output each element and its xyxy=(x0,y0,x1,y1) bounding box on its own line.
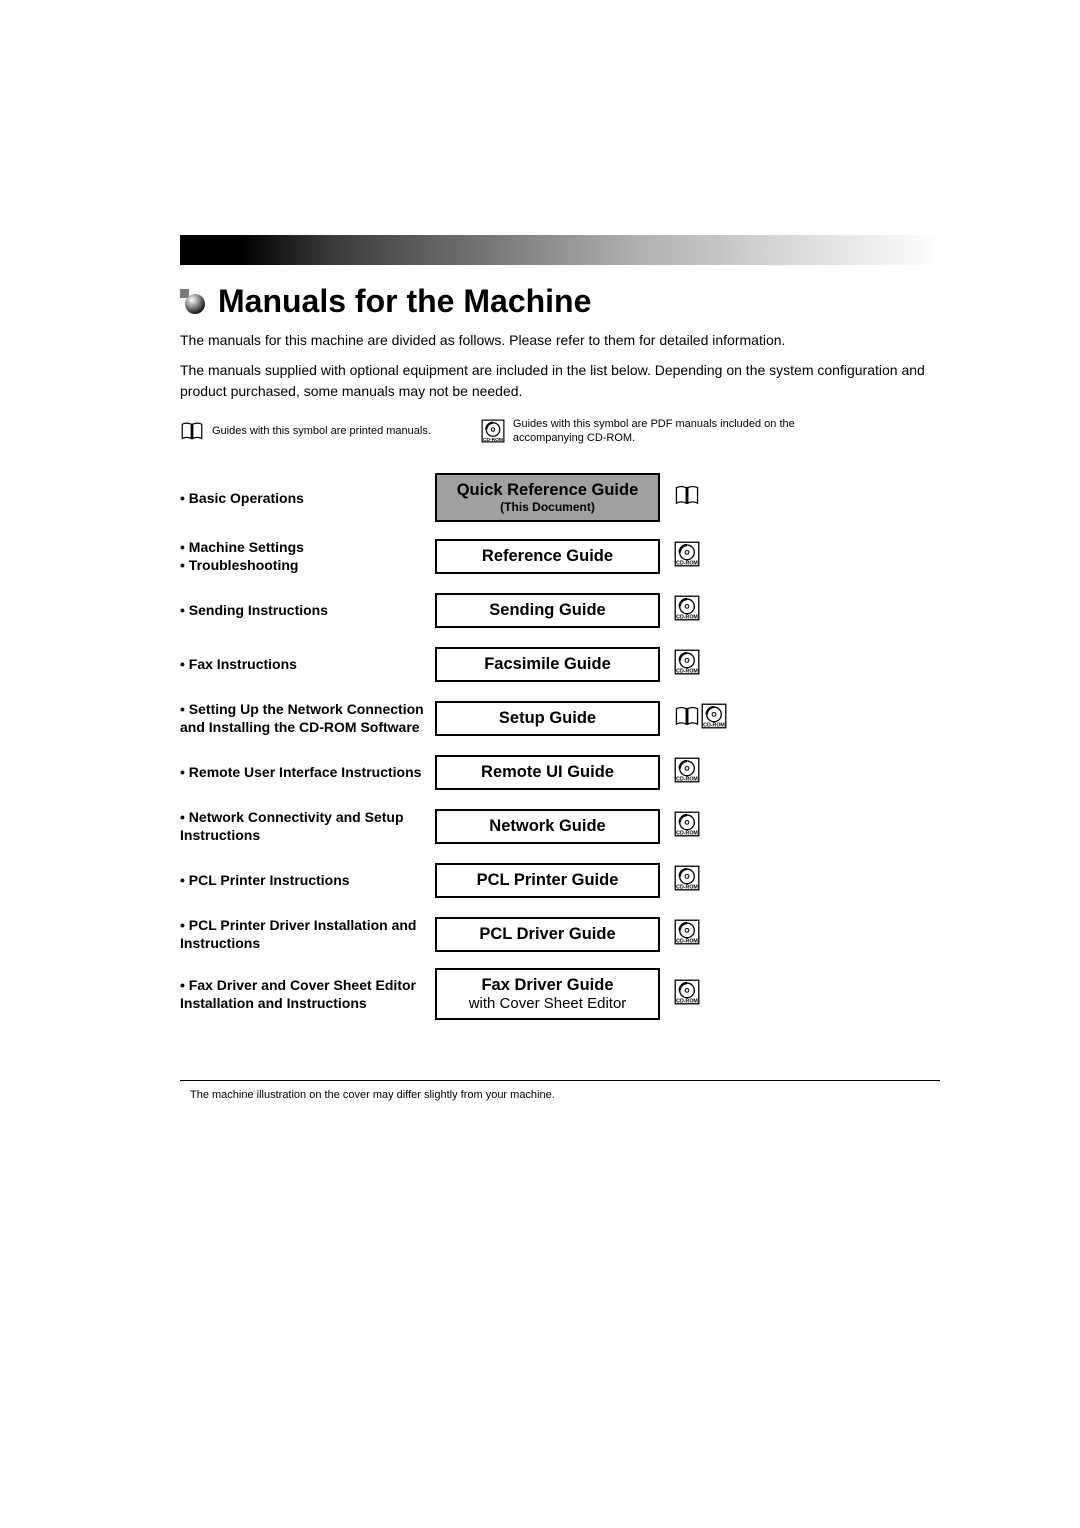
cdrom-icon: CD-ROM xyxy=(674,865,700,896)
guide-icons: CD-ROM xyxy=(674,811,700,842)
manual-row-desc: Fax Instructions xyxy=(180,655,435,674)
legend-row: Guides with this symbol are printed manu… xyxy=(180,417,940,446)
cdrom-icon: CD-ROM xyxy=(674,649,700,680)
guide-icons: CD-ROM xyxy=(674,541,700,572)
svg-text:CD-ROM: CD-ROM xyxy=(676,561,698,567)
manual-desc-line: Setting Up the Network Connection and In… xyxy=(180,700,427,738)
guide-title: Sending Guide xyxy=(443,601,652,620)
cdrom-icon: CD-ROM xyxy=(674,541,700,572)
manual-desc-line: Sending Instructions xyxy=(180,601,427,620)
guide-icons: CD-ROM xyxy=(674,595,700,626)
manual-row: PCL Printer Driver Installation and Inst… xyxy=(180,914,940,954)
manual-row-desc: Setting Up the Network Connection and In… xyxy=(180,700,435,738)
intro-paragraph-2: The manuals supplied with optional equip… xyxy=(180,360,940,401)
manual-desc-line: Basic Operations xyxy=(180,489,427,508)
guide-icons: CD-ROM xyxy=(674,649,700,680)
guide-box: Quick Reference Guide(This Document) xyxy=(435,473,660,522)
sphere-bullet-icon xyxy=(180,289,206,315)
guide-box: PCL Driver Guide xyxy=(435,917,660,952)
guide-title: Setup Guide xyxy=(443,709,652,728)
guide-title: Remote UI Guide xyxy=(443,763,652,782)
guide-subtitle: (This Document) xyxy=(443,500,652,514)
manual-row-desc: Sending Instructions xyxy=(180,601,435,620)
manual-row-desc: PCL Printer Driver Installation and Inst… xyxy=(180,916,435,954)
cdrom-icon: CD-ROM xyxy=(674,979,700,1010)
manual-desc-line: Remote User Interface Instructions xyxy=(180,763,427,782)
guide-box: Network Guide xyxy=(435,809,660,844)
guide-title: Fax Driver Guide xyxy=(443,976,652,995)
guide-title: PCL Printer Guide xyxy=(443,871,652,890)
guide-icons: CD-ROM xyxy=(674,979,700,1010)
guide-box: Fax Driver Guidewith Cover Sheet Editor xyxy=(435,968,660,1020)
guide-box: Remote UI Guide xyxy=(435,755,660,790)
guide-icons: CD-ROM xyxy=(674,703,727,734)
guide-box: Setup Guide xyxy=(435,701,660,736)
manual-desc-line: PCL Printer Driver Installation and Inst… xyxy=(180,916,427,954)
cdrom-icon: CD-ROM xyxy=(674,595,700,626)
book-icon xyxy=(180,419,204,443)
manual-desc-line: Troubleshooting xyxy=(180,556,427,575)
guide-title: Quick Reference Guide xyxy=(443,481,652,500)
manual-row-desc: Machine SettingsTroubleshooting xyxy=(180,538,435,576)
svg-text:CD-ROM: CD-ROM xyxy=(676,831,698,837)
manual-list: Basic Operations Quick Reference Guide(Th… xyxy=(180,473,940,1020)
legend-cd-text: Guides with this symbol are PDF manuals … xyxy=(513,417,813,446)
svg-text:CD-ROM: CD-ROM xyxy=(676,669,698,675)
guide-title: PCL Driver Guide xyxy=(443,925,652,944)
book-icon xyxy=(674,482,700,513)
manual-desc-line: Network Connectivity and Setup Instructi… xyxy=(180,808,427,846)
guide-box: Facsimile Guide xyxy=(435,647,660,682)
intro-paragraph-1: The manuals for this machine are divided… xyxy=(180,330,940,350)
manual-row: Network Connectivity and Setup Instructi… xyxy=(180,806,940,846)
guide-icons: CD-ROM xyxy=(674,919,700,950)
guide-icons xyxy=(674,482,700,513)
cdrom-icon: CD-ROM xyxy=(674,919,700,950)
header-gradient-bar xyxy=(180,235,940,265)
legend-book-text: Guides with this symbol are printed manu… xyxy=(212,424,431,438)
svg-text:CD-ROM: CD-ROM xyxy=(483,437,503,443)
manual-desc-line: Fax Instructions xyxy=(180,655,427,674)
guide-subtitle: with Cover Sheet Editor xyxy=(443,995,652,1012)
manual-row-desc: Basic Operations xyxy=(180,489,435,508)
manual-row: Remote User Interface Instructions Remote… xyxy=(180,752,940,792)
manual-row-desc: Fax Driver and Cover Sheet Editor Instal… xyxy=(180,976,435,1014)
manual-row: Setting Up the Network Connection and In… xyxy=(180,698,940,738)
cdrom-icon: CD-ROM xyxy=(674,811,700,842)
page-title: Manuals for the Machine xyxy=(218,283,591,320)
manual-desc-line: PCL Printer Instructions xyxy=(180,871,427,890)
svg-text:CD-ROM: CD-ROM xyxy=(676,615,698,621)
manual-row-desc: Network Connectivity and Setup Instructi… xyxy=(180,808,435,846)
guide-icons: CD-ROM xyxy=(674,865,700,896)
manual-row: Sending Instructions Sending Guide CD-ROM xyxy=(180,590,940,630)
manual-row: PCL Printer Instructions PCL Printer Guid… xyxy=(180,860,940,900)
guide-title: Network Guide xyxy=(443,817,652,836)
manual-row-desc: PCL Printer Instructions xyxy=(180,871,435,890)
guide-title: Facsimile Guide xyxy=(443,655,652,674)
guide-title: Reference Guide xyxy=(443,547,652,566)
guide-box: Sending Guide xyxy=(435,593,660,628)
footer-rule xyxy=(180,1080,940,1081)
svg-text:CD-ROM: CD-ROM xyxy=(676,999,698,1005)
svg-text:CD-ROM: CD-ROM xyxy=(676,885,698,891)
manual-row: Fax Driver and Cover Sheet Editor Instal… xyxy=(180,968,940,1020)
manual-row: Fax Instructions Facsimile Guide CD-ROM xyxy=(180,644,940,684)
manual-desc-line: Machine Settings xyxy=(180,538,427,557)
svg-text:CD-ROM: CD-ROM xyxy=(676,939,698,945)
guide-box: Reference Guide xyxy=(435,539,660,574)
footnote-text: The machine illustration on the cover ma… xyxy=(180,1089,940,1101)
guide-icons: CD-ROM xyxy=(674,757,700,788)
guide-box: PCL Printer Guide xyxy=(435,863,660,898)
cdrom-icon: CD-ROM xyxy=(481,419,505,443)
svg-text:CD-ROM: CD-ROM xyxy=(676,777,698,783)
book-icon xyxy=(674,703,700,734)
manual-row: Machine SettingsTroubleshooting Reference… xyxy=(180,536,940,576)
cdrom-icon: CD-ROM xyxy=(674,757,700,788)
cdrom-icon: CD-ROM xyxy=(701,703,727,734)
svg-text:CD-ROM: CD-ROM xyxy=(703,723,725,729)
manual-row-desc: Remote User Interface Instructions xyxy=(180,763,435,782)
manual-row: Basic Operations Quick Reference Guide(Th… xyxy=(180,473,940,522)
manual-desc-line: Fax Driver and Cover Sheet Editor Instal… xyxy=(180,976,427,1014)
